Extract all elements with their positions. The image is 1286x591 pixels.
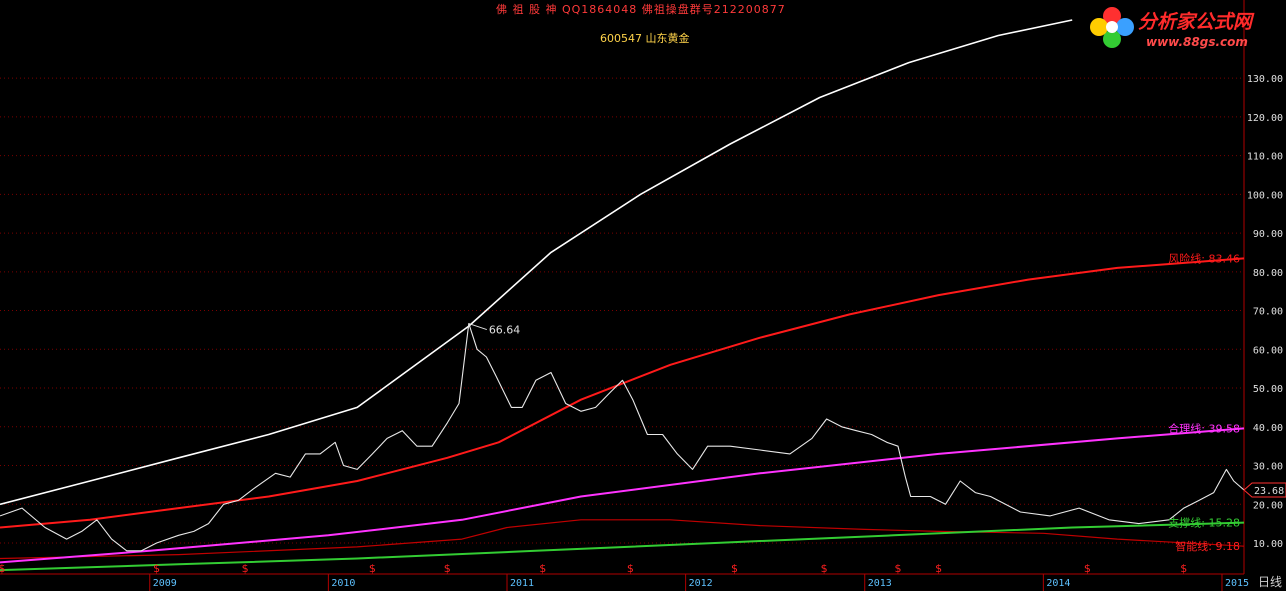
series-end-label: 合理线: 39.58 — [1168, 421, 1240, 435]
signal-mark: $ — [153, 562, 160, 575]
signal-mark: $ — [821, 562, 828, 575]
flower-logo-icon — [1090, 7, 1134, 48]
y-tick-label: 60.00 — [1253, 345, 1283, 356]
grid-lines — [0, 77, 1244, 544]
signal-mark: $ — [1084, 562, 1091, 575]
series-end-label: 智能线: 9.18 — [1175, 539, 1240, 553]
last-price-tag — [1243, 482, 1286, 498]
y-tick-label: 110.00 — [1247, 152, 1283, 163]
y-axis: 10.00 20.00 30.00 40.00 50.00 60.00 70.00 80.00… — [1243, 0, 1283, 574]
y-tick-label: 90.00 — [1253, 229, 1283, 240]
series-labels: 66.64 23.68 风险线: 83.46 合理线: 39.58 支撑线: 15.28… — [468, 251, 1286, 553]
signal-marks: $ $ $ $ $ $ $ $ $ $ $ $ $ — [0, 562, 1187, 575]
x-tick-label: 2013 — [868, 578, 892, 589]
fair-line-series — [0, 427, 1245, 564]
y-tick-label: 80.00 — [1253, 268, 1283, 279]
signal-mark: $ — [242, 562, 249, 575]
support-line-series — [0, 521, 1245, 572]
signal-mark: $ — [0, 562, 5, 575]
x-axis: 2009 2010 2011 2012 2013 2014 2015 — [0, 573, 1249, 591]
x-tick-label: 2015 — [1225, 578, 1249, 589]
y-tick-label: 70.00 — [1253, 307, 1283, 318]
site-logo: 分析家公式网 www.88gs.com — [1086, 3, 1276, 51]
signal-mark: $ — [369, 562, 376, 575]
y-tick-label: 50.00 — [1253, 384, 1283, 395]
signal-mark: $ — [895, 562, 902, 575]
stock-title: 600547 山东黄金 — [600, 32, 690, 45]
header-title: 佛 祖 股 神 QQ1864048 佛祖操盘群号212200877 — [496, 3, 786, 16]
y-tick-label: 40.00 — [1253, 423, 1283, 434]
logo-text: 分析家公式网 — [1138, 11, 1253, 33]
series-layer — [0, 19, 1245, 572]
risk-line-series — [0, 257, 1245, 529]
signal-mark: $ — [1180, 562, 1187, 575]
period-label[interactable]: 日线 — [1257, 575, 1282, 589]
y-tick-label: 100.00 — [1247, 190, 1283, 201]
series-end-label: 风险线: 83.46 — [1168, 251, 1240, 265]
series-end-label: 支撑线: 15.28 — [1168, 516, 1240, 530]
logo-url: www.88gs.com — [1146, 35, 1248, 49]
y-tick-label: 10.00 — [1253, 539, 1283, 550]
x-tick-label: 2011 — [510, 578, 534, 589]
x-tick-label: 2012 — [689, 578, 713, 589]
x-tick-label: 2010 — [331, 578, 355, 589]
signal-mark: $ — [627, 562, 634, 575]
last-price-label: 23.68 — [1254, 486, 1284, 497]
y-tick-label: 120.00 — [1247, 113, 1283, 124]
price-series — [0, 323, 1245, 552]
y-tick-label: 20.00 — [1253, 500, 1283, 511]
upper-curve-series — [0, 19, 1073, 506]
x-tick-label: 2014 — [1046, 578, 1070, 589]
signal-mark: $ — [539, 562, 546, 575]
y-tick-label: 30.00 — [1253, 462, 1283, 473]
peak-leader — [468, 323, 487, 331]
signal-mark: $ — [935, 562, 942, 575]
signal-mark: $ — [731, 562, 738, 575]
x-tick-label: 2009 — [153, 578, 177, 589]
signal-mark: $ — [444, 562, 451, 575]
y-tick-label: 130.00 — [1247, 74, 1283, 85]
smart-line-series — [0, 519, 1245, 560]
peak-label: 66.64 — [489, 324, 521, 337]
